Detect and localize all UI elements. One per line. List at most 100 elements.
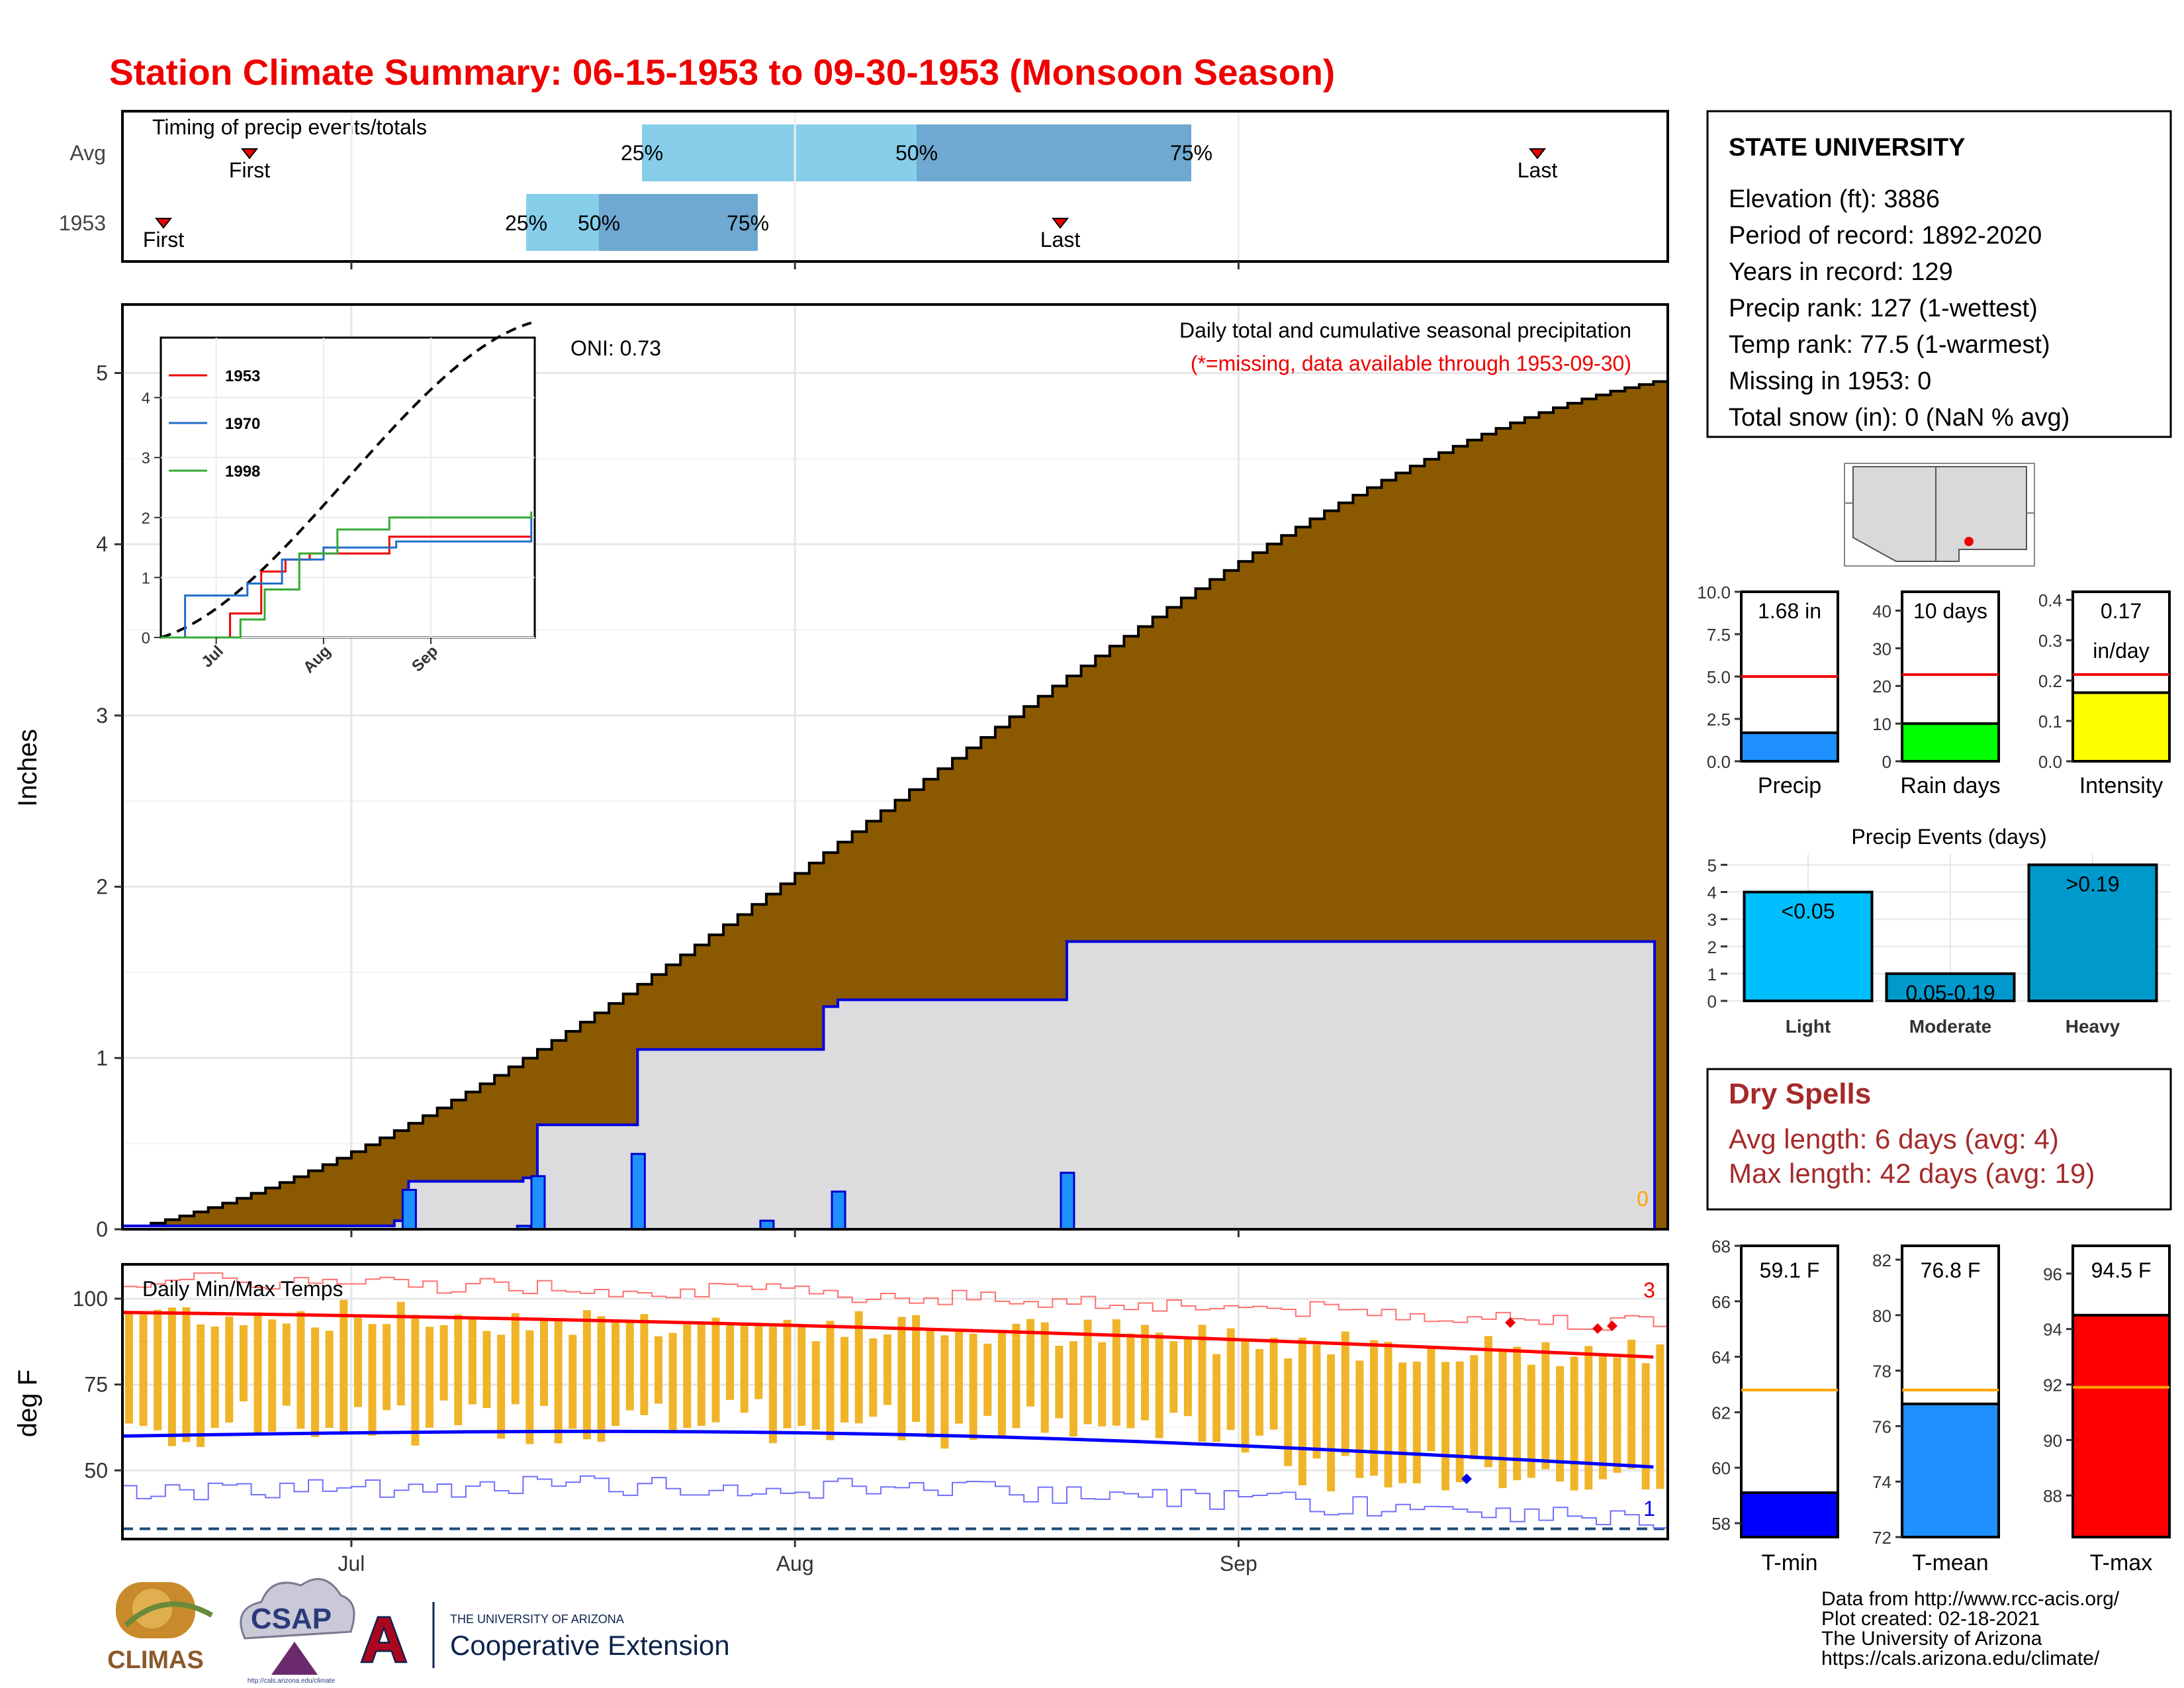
tmin-average-line xyxy=(122,1429,1654,1469)
daily-temp-bar xyxy=(1369,1340,1378,1476)
daily-temp-bar xyxy=(912,1315,921,1422)
station-line: Period of record: 1892-2020 xyxy=(1729,222,2042,250)
daily-temp-bar xyxy=(411,1315,420,1446)
events-category-label: Heavy xyxy=(2066,1016,2120,1037)
temps-x-tick-label: Jul xyxy=(338,1552,365,1575)
avg-p50-label: 50% xyxy=(895,141,938,165)
daily-temp-bar xyxy=(426,1327,434,1428)
daily-temp-bar xyxy=(883,1335,891,1405)
precip-y-axis: 0 1 2 3 4 5 xyxy=(96,261,1240,1241)
daily-temp-bar xyxy=(1212,1354,1221,1442)
daily-temp-bar xyxy=(854,1311,863,1424)
record-min-marker xyxy=(1461,1474,1472,1484)
events-title: Precip Events (days) xyxy=(1851,825,2046,849)
inset-y-tick-label: 3 xyxy=(142,449,150,467)
events-bar-label: <0.05 xyxy=(1782,900,1835,923)
credit-line: https://cals.arizona.edu/climate/ xyxy=(1821,1648,2100,1669)
station-line: Total snow (in): 0 (NaN % avg) xyxy=(1729,404,2070,432)
daily-temp-bar xyxy=(1012,1323,1021,1429)
daily-temp-bar xyxy=(1384,1342,1392,1487)
daily-temp-bar xyxy=(139,1314,148,1427)
temp-summary-tick-label: 92 xyxy=(2043,1376,2062,1395)
daily-temp-bar xyxy=(368,1324,377,1436)
events-bar-label: >0.19 xyxy=(2066,872,2120,896)
summary-bar-fill xyxy=(1740,731,1839,763)
year-last-label: Last xyxy=(1040,228,1081,252)
daily-temp-bar xyxy=(754,1323,763,1399)
summary-bar-tick-label: 0.0 xyxy=(2038,752,2062,772)
temp-summary-label: T-mean xyxy=(1912,1550,1988,1575)
events-y-tick-label: 5 xyxy=(1707,855,1717,875)
temp-summary-fill xyxy=(2071,1313,2171,1539)
precip-y-tick-label: 2 xyxy=(96,875,108,899)
temp-summary-tick-label: 88 xyxy=(2043,1486,2062,1506)
temp-summary-tick-label: 62 xyxy=(1711,1403,1731,1423)
temp-summary-fill xyxy=(1901,1402,2000,1539)
daily-temp-bar xyxy=(296,1311,305,1429)
climas-logo: CLIMAS xyxy=(107,1582,213,1674)
inset-series-line xyxy=(161,511,533,639)
precip-caption: Daily total and cumulative seasonal prec… xyxy=(1179,318,1631,342)
daily-temp-bar xyxy=(468,1319,477,1405)
temps-x-tick-label: Aug xyxy=(776,1552,814,1575)
daily-temp-bar xyxy=(325,1331,334,1428)
avg-last-label: Last xyxy=(1518,158,1558,182)
daily-temp-bar xyxy=(1183,1339,1192,1417)
daily-temp-bar xyxy=(612,1321,620,1427)
daily-temp-bar xyxy=(1327,1354,1336,1491)
precip-y-label: Inches xyxy=(13,729,42,807)
daily-temp-bar xyxy=(210,1326,219,1428)
summary-bar-tick-label: 7.5 xyxy=(1707,625,1731,645)
daily-temp-bar xyxy=(654,1336,662,1404)
daily-temp-bar xyxy=(811,1341,820,1430)
inset-series-line xyxy=(161,536,531,639)
temps-y-tick-label: 50 xyxy=(84,1458,108,1482)
summary-bar-tick-label: 0.1 xyxy=(2038,712,2062,731)
year-p25-label: 25% xyxy=(505,211,547,235)
year-50-75-bar xyxy=(599,194,758,251)
precip-y-tick-label: 3 xyxy=(96,704,108,727)
summary-bar-label: Precip xyxy=(1758,773,1821,798)
daily-temp-bar xyxy=(954,1331,963,1424)
ua-logo: A THE UNIVERSITY OF ARIZONA Cooperative … xyxy=(359,1602,730,1677)
daily-temp-bar xyxy=(1656,1344,1664,1489)
location-map xyxy=(1844,463,2035,567)
daily-temp-bar xyxy=(454,1314,463,1425)
summary-bar-value-unit: in/day xyxy=(2093,639,2149,663)
temp-summary-label: T-max xyxy=(2090,1550,2152,1575)
daily-temp-bar xyxy=(396,1301,405,1406)
daily-temp-bar xyxy=(525,1330,534,1444)
daily-temp-bar xyxy=(1613,1357,1621,1473)
precip-y-tick-label: 0 xyxy=(96,1217,108,1241)
avg-50-75-bar xyxy=(917,124,1191,181)
daily-temp-bar xyxy=(554,1319,563,1444)
daily-temp-bar xyxy=(625,1323,634,1411)
daily-temp-bar xyxy=(439,1325,448,1401)
daily-temp-bar xyxy=(239,1325,248,1402)
daily-temp-bar xyxy=(383,1324,391,1411)
temps-frame xyxy=(121,1263,1669,1540)
station-name: STATE UNIVERSITY xyxy=(1729,134,1966,162)
temp-summary-fill xyxy=(1740,1491,1839,1539)
daily-temp-bar xyxy=(1255,1348,1264,1436)
temp-summary-tick-label: 60 xyxy=(1711,1458,1731,1478)
map-arizona xyxy=(1852,466,1936,562)
inset-series-lines xyxy=(161,511,533,639)
daily-temp-bar xyxy=(826,1321,835,1440)
daily-temp-bar xyxy=(1484,1336,1492,1468)
events-y-tick-label: 1 xyxy=(1707,964,1717,984)
daily-temp-bar xyxy=(253,1312,262,1433)
daily-temp-bar xyxy=(740,1324,749,1413)
credit-line: Data from http://www.rcc-acis.org/ xyxy=(1821,1588,2120,1610)
precip-y-tick-label: 4 xyxy=(96,532,108,556)
year-first-label: First xyxy=(143,228,184,252)
summary-bar-tick-label: 0.4 xyxy=(2038,590,2062,610)
daily-temp-bar xyxy=(1556,1366,1565,1482)
record-min-line xyxy=(122,1475,1668,1529)
station-line: Missing in 1953: 0 xyxy=(1729,367,1931,395)
dry-spells-box: Dry Spells Avg length: 6 days (avg: 4) M… xyxy=(1706,1068,2172,1211)
daily-temp-bar xyxy=(1427,1346,1435,1452)
year-first-marker xyxy=(154,218,173,229)
events-y-tick-label: 3 xyxy=(1707,910,1717,930)
climas-wordmark: CLIMAS xyxy=(107,1646,204,1674)
